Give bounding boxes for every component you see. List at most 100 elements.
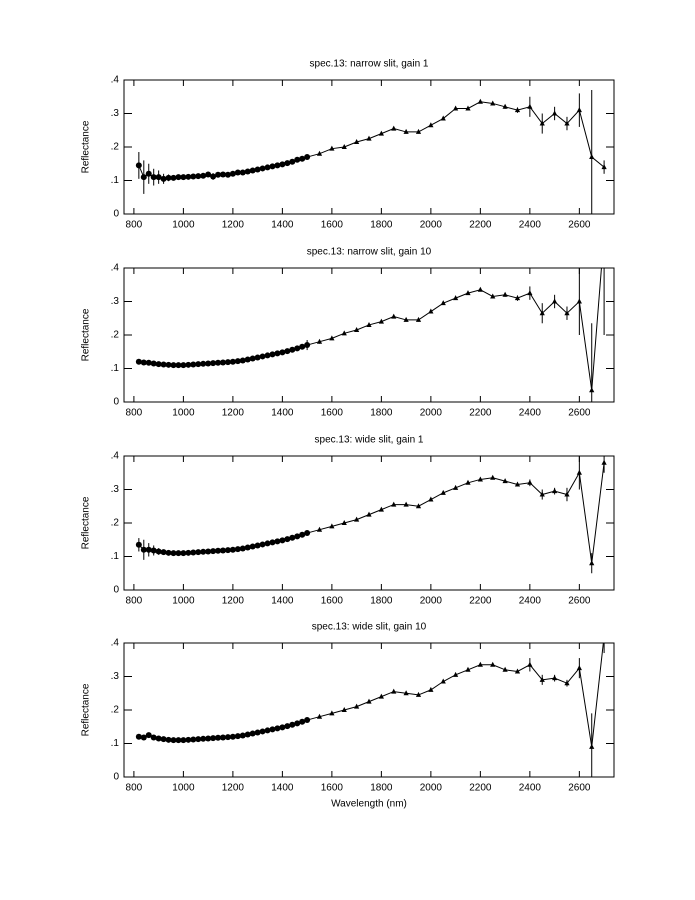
y-tick-label: 0 xyxy=(113,397,119,408)
data-point xyxy=(269,539,276,546)
data-point xyxy=(279,537,286,544)
data-point xyxy=(477,661,483,667)
data-point xyxy=(155,361,162,368)
x-tick-label: 2600 xyxy=(568,783,591,794)
data-point xyxy=(244,168,251,175)
x-tick-label: 1800 xyxy=(370,220,393,231)
x-tick-label: 1600 xyxy=(321,783,344,794)
data-point xyxy=(135,162,142,169)
data-point xyxy=(239,732,246,739)
x-tick-label: 800 xyxy=(126,783,143,794)
x-tick-label: 2200 xyxy=(469,408,492,419)
data-point xyxy=(289,346,296,353)
x-tick-label: 1000 xyxy=(172,220,195,231)
data-point xyxy=(391,501,397,507)
data-point xyxy=(378,318,384,324)
data-point xyxy=(140,546,147,553)
data-point xyxy=(527,479,533,485)
data-point xyxy=(259,353,266,360)
data-point xyxy=(215,734,222,741)
data-point xyxy=(229,546,236,553)
data-point xyxy=(294,720,301,727)
data-point xyxy=(190,173,197,180)
y-tick-label: 0 xyxy=(113,585,119,596)
data-point xyxy=(354,516,360,522)
x-tick-label: 2200 xyxy=(469,220,492,231)
x-tick-label: 1600 xyxy=(321,408,344,419)
y-tick-label: .3 xyxy=(111,671,120,682)
x-tick-label: 1400 xyxy=(271,220,294,231)
data-point xyxy=(190,736,197,743)
data-point xyxy=(145,170,152,177)
data-point xyxy=(239,357,246,364)
data-point xyxy=(160,549,167,556)
data-point xyxy=(170,362,177,369)
y-tick-label: .4 xyxy=(111,451,120,462)
spectrum-line xyxy=(138,101,605,180)
data-point xyxy=(329,145,335,151)
data-point xyxy=(589,743,595,749)
data-point xyxy=(576,107,582,113)
data-point xyxy=(316,526,323,532)
data-point xyxy=(150,360,157,367)
data-point xyxy=(195,173,202,180)
data-point xyxy=(316,713,323,719)
data-point xyxy=(415,128,422,134)
data-point xyxy=(527,290,533,296)
data-point xyxy=(502,103,508,109)
data-point xyxy=(539,491,545,497)
data-point xyxy=(477,286,483,292)
data-point xyxy=(527,661,533,667)
y-axis-label: Reflectance xyxy=(81,120,92,173)
data-point xyxy=(299,343,306,350)
data-point xyxy=(145,546,152,553)
data-point xyxy=(539,120,545,126)
x-axis-label: Wavelength (nm) xyxy=(331,799,407,810)
data-point xyxy=(552,488,558,494)
x-tick-label: 2000 xyxy=(420,783,443,794)
data-point xyxy=(269,351,276,358)
data-point xyxy=(219,547,226,554)
data-point xyxy=(229,733,236,740)
data-point xyxy=(440,678,446,684)
data-point xyxy=(249,543,256,550)
data-point xyxy=(403,128,409,134)
data-point xyxy=(316,150,323,156)
data-point xyxy=(215,171,222,178)
y-axis-label: Reflectance xyxy=(81,308,92,361)
plot-area xyxy=(135,643,605,777)
x-tick-label: 2000 xyxy=(420,596,443,607)
data-point xyxy=(279,724,286,731)
data-point xyxy=(150,734,157,741)
data-point xyxy=(249,730,256,737)
data-point xyxy=(155,548,162,555)
x-tick-label: 2000 xyxy=(420,408,443,419)
data-point xyxy=(175,737,182,744)
x-tick-label: 1200 xyxy=(222,220,245,231)
data-point xyxy=(150,547,157,554)
data-point xyxy=(294,156,301,163)
data-point xyxy=(490,100,496,106)
data-point xyxy=(210,173,217,180)
data-point xyxy=(453,295,459,301)
panel-title: spec.13: narrow slit, gain 10 xyxy=(307,247,432,258)
x-tick-label: 800 xyxy=(126,220,143,231)
data-point xyxy=(341,330,347,336)
data-point xyxy=(205,171,212,178)
data-point xyxy=(249,167,256,174)
data-point xyxy=(284,348,291,355)
data-point xyxy=(284,723,291,730)
data-point xyxy=(366,321,372,327)
y-tick-label: 0 xyxy=(113,772,119,783)
data-point xyxy=(465,105,471,111)
data-point xyxy=(234,169,241,176)
y-tick-label: .1 xyxy=(111,175,120,186)
x-tick-label: 2400 xyxy=(519,220,542,231)
data-point xyxy=(428,122,434,128)
data-point xyxy=(224,547,231,554)
data-point xyxy=(264,352,271,359)
data-point xyxy=(244,731,251,738)
data-point xyxy=(234,546,241,553)
data-point xyxy=(140,359,147,366)
